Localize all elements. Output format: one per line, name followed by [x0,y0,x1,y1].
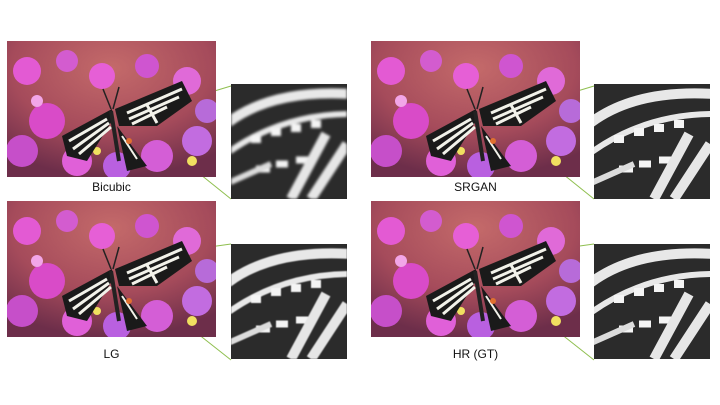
butterfly-photo [7,201,216,337]
zoom-crop [231,84,347,199]
caption: Bicubic [92,180,131,194]
caption: LG [103,347,120,361]
caption: HR (GT) [452,347,499,361]
butterfly-photo [7,41,216,177]
zoom-crop [231,244,347,359]
butterfly-photo [371,41,580,177]
zoom-crop [594,244,710,359]
caption: SRGAN [454,180,497,194]
butterfly-photo [371,201,580,337]
zoom-crop [594,84,710,199]
